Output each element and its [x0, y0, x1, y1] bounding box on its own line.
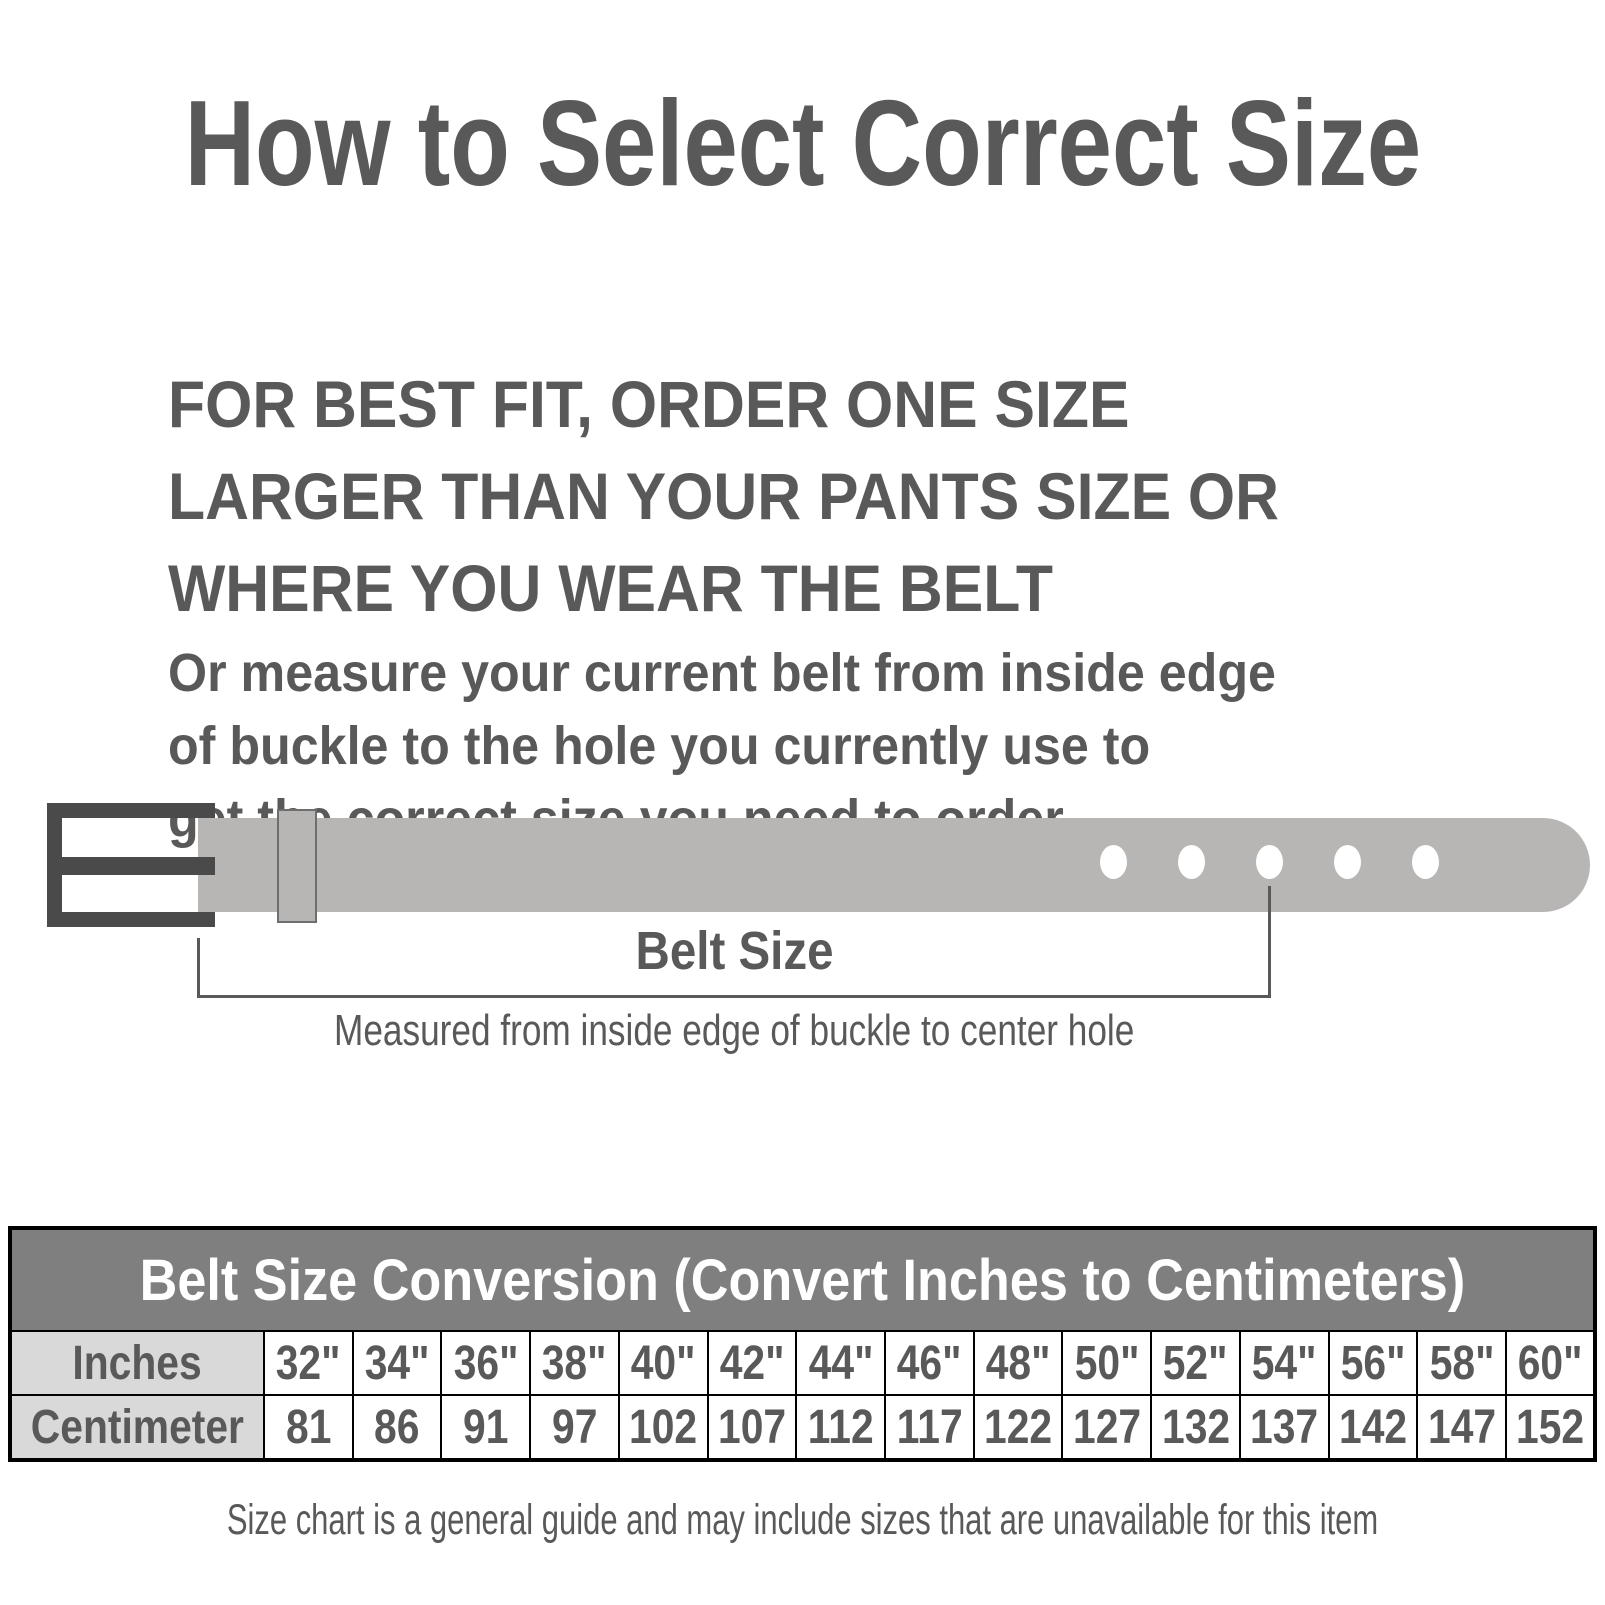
measure-note: Measured from inside edge of buckle to c… — [198, 1006, 1271, 1056]
centimeter-cell: 86 — [351, 1394, 443, 1461]
inches-cell: 52" — [1150, 1330, 1241, 1396]
best-fit-subheading: FOR BEST FIT, ORDER ONE SIZE LARGER THAN… — [168, 266, 1376, 634]
centimeter-cell: 127 — [1061, 1394, 1153, 1461]
belt-hole — [1334, 845, 1361, 879]
inches-cell: 60" — [1505, 1330, 1596, 1396]
belt-strap — [198, 818, 1590, 912]
table-header-text: Belt Size Conversion (Convert Inches to … — [139, 1247, 1466, 1313]
inches-cell: 44" — [795, 1330, 887, 1396]
size-chart-disclaimer: Size chart is a general guide and may in… — [0, 1496, 1605, 1545]
centimeter-cell: 137 — [1238, 1394, 1330, 1461]
centimeter-cell: 81 — [263, 1394, 354, 1461]
centimeter-cell: 142 — [1327, 1394, 1419, 1461]
inches-cell: 58" — [1416, 1330, 1508, 1396]
centimeter-cell: 97 — [529, 1394, 620, 1461]
inches-cell: 36" — [440, 1330, 532, 1396]
belt-hole — [1178, 845, 1205, 879]
best-fit-subheading-text: FOR BEST FIT, ORDER ONE SIZE LARGER THAN… — [168, 367, 1280, 625]
page-title-text: How to Select Correct Size — [184, 75, 1421, 211]
measure-tick-center-hole — [1268, 886, 1271, 998]
belt-buckle-prong — [62, 857, 215, 875]
row-label-inches: Inches — [9, 1330, 265, 1396]
belt-hole — [1412, 845, 1439, 879]
centimeter-cell: 112 — [795, 1394, 887, 1461]
centimeter-cell: 147 — [1416, 1394, 1508, 1461]
centimeter-cell: 107 — [706, 1394, 798, 1461]
inches-cell: 46" — [884, 1330, 975, 1396]
centimeter-cell: 102 — [617, 1394, 709, 1461]
centimeter-cell: 152 — [1505, 1394, 1596, 1461]
measure-note-text: Measured from inside edge of buckle to c… — [334, 1006, 1135, 1055]
inches-cell: 48" — [972, 1330, 1064, 1396]
inches-cell: 32" — [263, 1330, 354, 1396]
size-chart-disclaimer-text: Size chart is a general guide and may in… — [226, 1496, 1379, 1544]
centimeter-cell: 91 — [440, 1394, 532, 1461]
inches-cell: 38" — [529, 1330, 620, 1396]
row-label-centimeter: Centimeter — [9, 1394, 265, 1461]
measure-tick-buckle-edge — [197, 938, 200, 998]
table-row-centimeter: Centimeter 81 86 91 97 102 107 112 117 1… — [9, 1394, 1596, 1461]
belt-size-label-text: Belt Size — [635, 921, 834, 981]
inches-cell: 50" — [1061, 1330, 1153, 1396]
page-title: How to Select Correct Size — [0, 78, 1605, 208]
table-header: Belt Size Conversion (Convert Inches to … — [9, 1227, 1596, 1332]
inches-cell: 42" — [706, 1330, 798, 1396]
belt-size-label: Belt Size — [198, 920, 1271, 982]
inches-cell: 56" — [1327, 1330, 1419, 1396]
inches-cell: 34" — [351, 1330, 443, 1396]
table-row-inches: Inches 32" 34" 36" 38" 40" 42" 44" 46" 4… — [9, 1330, 1596, 1396]
measure-line — [197, 995, 1271, 998]
inches-cell: 40" — [617, 1330, 709, 1396]
belt-keeper-loop — [277, 809, 317, 923]
centimeter-cell: 132 — [1150, 1394, 1241, 1461]
belt-hole-center — [1256, 845, 1283, 879]
belt-size-conversion-table: Belt Size Conversion (Convert Inches to … — [8, 1226, 1597, 1462]
measure-instructions: Or measure your current belt from inside… — [168, 564, 1359, 856]
centimeter-cell: 117 — [884, 1394, 975, 1461]
table-header-row: Belt Size Conversion (Convert Inches to … — [9, 1227, 1596, 1332]
centimeter-cell: 122 — [972, 1394, 1064, 1461]
belt-hole — [1100, 845, 1127, 879]
inches-cell: 54" — [1238, 1330, 1330, 1396]
